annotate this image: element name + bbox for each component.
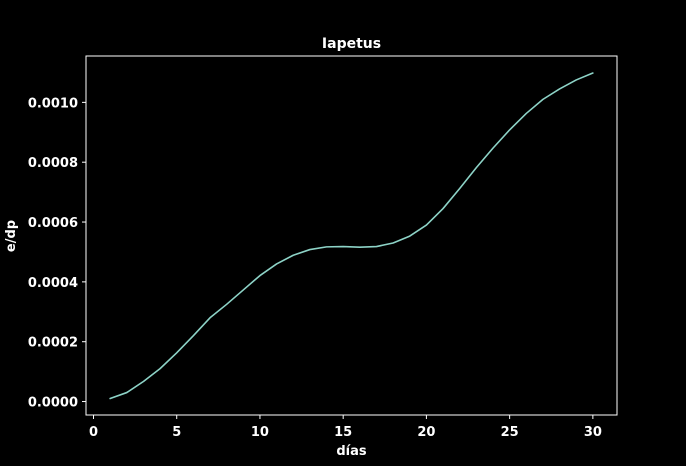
x-tick-label: 25 bbox=[501, 425, 519, 440]
x-tick-label: 15 bbox=[334, 425, 352, 440]
axes-frame bbox=[85, 55, 618, 416]
y-tick-label: 0.0008 bbox=[28, 156, 78, 171]
x-tick-label: 30 bbox=[584, 425, 602, 440]
plot-area: 0 5 10 15 20 25 30 0.00000.00020.00040.00060.0… bbox=[28, 55, 618, 440]
series-line bbox=[109, 72, 594, 400]
x-tick-label: 20 bbox=[417, 425, 435, 440]
x-axis-label: días bbox=[336, 444, 367, 459]
y-tick-label: 0.0004 bbox=[28, 276, 78, 291]
chart-title: Iapetus bbox=[322, 36, 381, 52]
x-tick-label: 0 bbox=[89, 425, 98, 440]
x-tick-label: 5 bbox=[172, 425, 181, 440]
x-tick-label: 10 bbox=[251, 425, 269, 440]
y-tick-label: 0.0002 bbox=[28, 336, 78, 351]
y-tick-label: 0.0000 bbox=[28, 396, 78, 411]
y-tick-label: 0.0006 bbox=[28, 216, 78, 231]
y-axis-label: e/dp bbox=[4, 220, 19, 252]
x-axis-ticks: 0 5 10 15 20 25 30 bbox=[89, 415, 602, 440]
y-tick-label: 0.0010 bbox=[28, 96, 78, 111]
y-axis-ticks: 0.0000 0.0002 0.0004 0.0006 0.0008 0.0010 bbox=[28, 96, 86, 411]
